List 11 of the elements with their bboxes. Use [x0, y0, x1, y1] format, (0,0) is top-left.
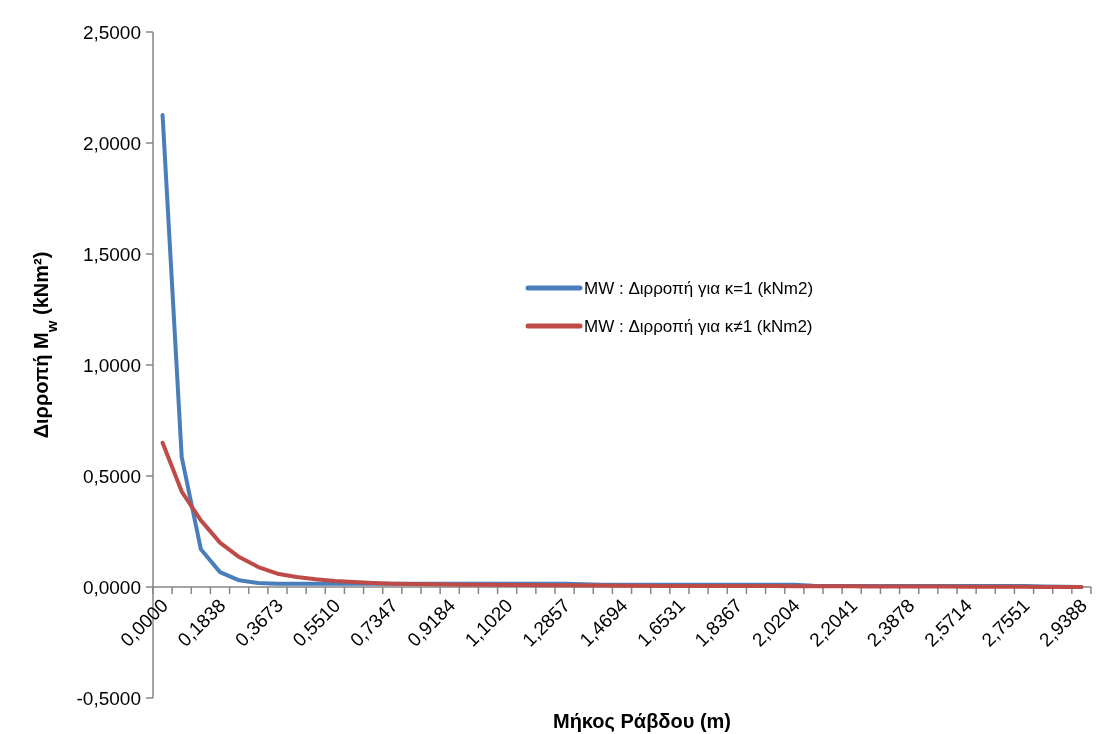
y-tick-label: -0,5000: [76, 687, 141, 709]
y-tick-label: 0,5000: [82, 465, 141, 487]
y-tick-label: 2,5000: [82, 21, 141, 43]
y-tick-label: 2,0000: [82, 132, 141, 154]
x-axis-title: Μήκος Ράβδου (m): [552, 710, 732, 732]
y-tick-label: 1,5000: [82, 243, 141, 265]
line-series: [160, 440, 1084, 589]
y-tick-label: 1,0000: [82, 354, 141, 376]
legend-label: MW : Διρροπή για κ=1 (kNm2): [584, 278, 814, 298]
y-tick-label: 0,0000: [82, 576, 141, 598]
legend-label: MW : Διρροπή για κ≠1 (kNm2): [584, 316, 813, 336]
